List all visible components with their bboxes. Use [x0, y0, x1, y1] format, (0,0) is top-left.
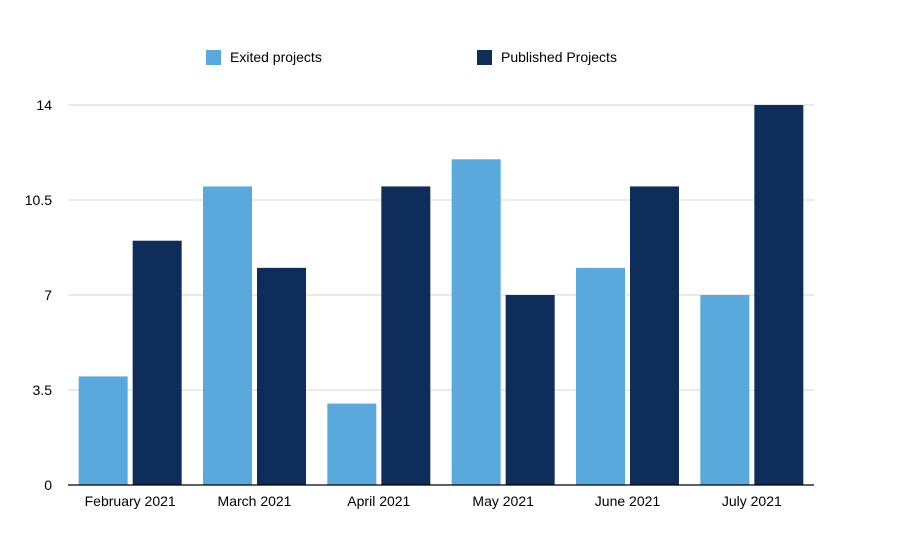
bar-published-1 [132, 240, 182, 485]
x-tick-label: February 2021 [85, 493, 176, 509]
y-axis: 0 3.5 7 10.5 14 [25, 97, 52, 493]
x-tick-label: July 2021 [722, 493, 782, 509]
y-tick-label: 0 [44, 477, 52, 493]
legend-label-1: Exited projects [230, 49, 322, 65]
bar-exited-4 [451, 159, 501, 486]
bar-exited-3 [327, 403, 377, 485]
legend-swatch-2 [477, 50, 492, 65]
y-tick-label: 3.5 [33, 382, 53, 398]
bar-published-5 [630, 186, 679, 485]
bar-exited-5 [576, 267, 625, 485]
grid-lines [68, 104, 814, 391]
legend-swatch-1 [206, 50, 221, 65]
x-tick-label: June 2021 [595, 493, 661, 509]
y-tick-label: 10.5 [25, 192, 52, 208]
x-axis: February 2021 March 2021 April 2021 May 202… [68, 484, 814, 509]
bar-published-3 [381, 186, 431, 485]
y-tick-label: 7 [44, 287, 52, 303]
bars [78, 105, 804, 486]
legend: Exited projects Published Projects [206, 49, 617, 65]
bar-exited-6 [700, 295, 750, 485]
bar-published-6 [754, 105, 804, 485]
legend-label-2: Published Projects [501, 49, 617, 65]
bar-exited-2 [203, 186, 252, 485]
x-tick-label: March 2021 [218, 493, 292, 509]
x-tick-label: April 2021 [347, 493, 410, 509]
bar-published-2 [257, 267, 306, 485]
x-tick-label: May 2021 [472, 493, 534, 509]
bar-published-4 [505, 295, 555, 485]
bar-exited-1 [78, 376, 128, 485]
y-tick-label: 14 [36, 97, 52, 113]
